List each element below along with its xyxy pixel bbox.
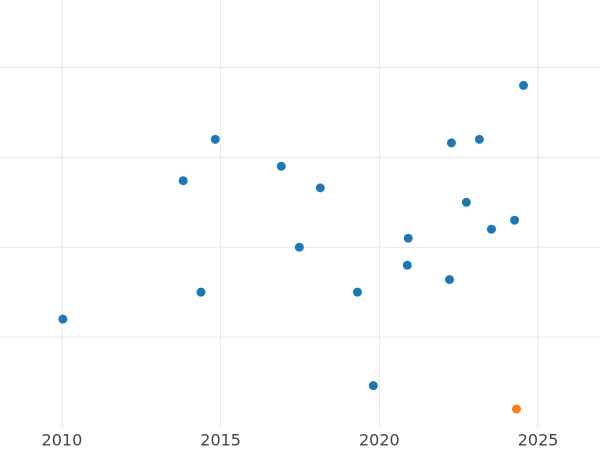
- point: [486, 224, 496, 234]
- point: [196, 287, 206, 297]
- point: [276, 161, 286, 171]
- point: [315, 183, 325, 193]
- point: [461, 197, 471, 207]
- point: [445, 275, 455, 285]
- point: [512, 404, 522, 414]
- point: [510, 215, 520, 225]
- point: [474, 134, 484, 144]
- point: [294, 242, 304, 252]
- point: [210, 134, 220, 144]
- point: [446, 138, 456, 148]
- x-tick-label: 2010: [42, 431, 83, 450]
- point: [403, 233, 413, 243]
- point: [58, 314, 68, 324]
- point: [368, 381, 378, 391]
- point: [518, 80, 528, 90]
- x-tick-label: 2020: [359, 431, 400, 450]
- point: [178, 176, 188, 186]
- point: [352, 287, 362, 297]
- x-tick-label: 2015: [200, 431, 241, 450]
- point: [402, 260, 412, 270]
- x-tick-label: 2025: [518, 431, 559, 450]
